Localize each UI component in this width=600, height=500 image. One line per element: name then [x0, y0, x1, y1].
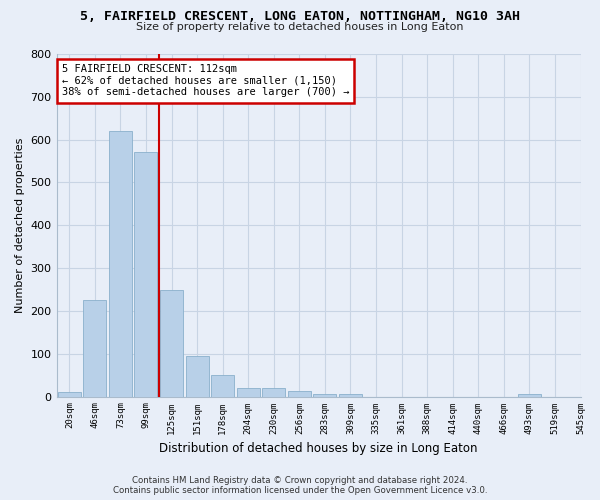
- Bar: [339, 394, 362, 396]
- Text: Size of property relative to detached houses in Long Eaton: Size of property relative to detached ho…: [136, 22, 464, 32]
- Bar: [262, 388, 285, 396]
- Bar: [109, 131, 132, 396]
- Text: Contains HM Land Registry data © Crown copyright and database right 2024.
Contai: Contains HM Land Registry data © Crown c…: [113, 476, 487, 495]
- Bar: [185, 356, 209, 397]
- X-axis label: Distribution of detached houses by size in Long Eaton: Distribution of detached houses by size …: [159, 442, 478, 455]
- Bar: [288, 392, 311, 396]
- Bar: [518, 394, 541, 396]
- Bar: [83, 300, 106, 396]
- Bar: [58, 392, 81, 396]
- Y-axis label: Number of detached properties: Number of detached properties: [15, 138, 25, 313]
- Bar: [134, 152, 157, 396]
- Bar: [211, 375, 234, 396]
- Bar: [237, 388, 260, 396]
- Text: 5, FAIRFIELD CRESCENT, LONG EATON, NOTTINGHAM, NG10 3AH: 5, FAIRFIELD CRESCENT, LONG EATON, NOTTI…: [80, 10, 520, 23]
- Text: 5 FAIRFIELD CRESCENT: 112sqm
← 62% of detached houses are smaller (1,150)
38% of: 5 FAIRFIELD CRESCENT: 112sqm ← 62% of de…: [62, 64, 349, 98]
- Bar: [160, 290, 183, 397]
- Bar: [313, 394, 337, 396]
